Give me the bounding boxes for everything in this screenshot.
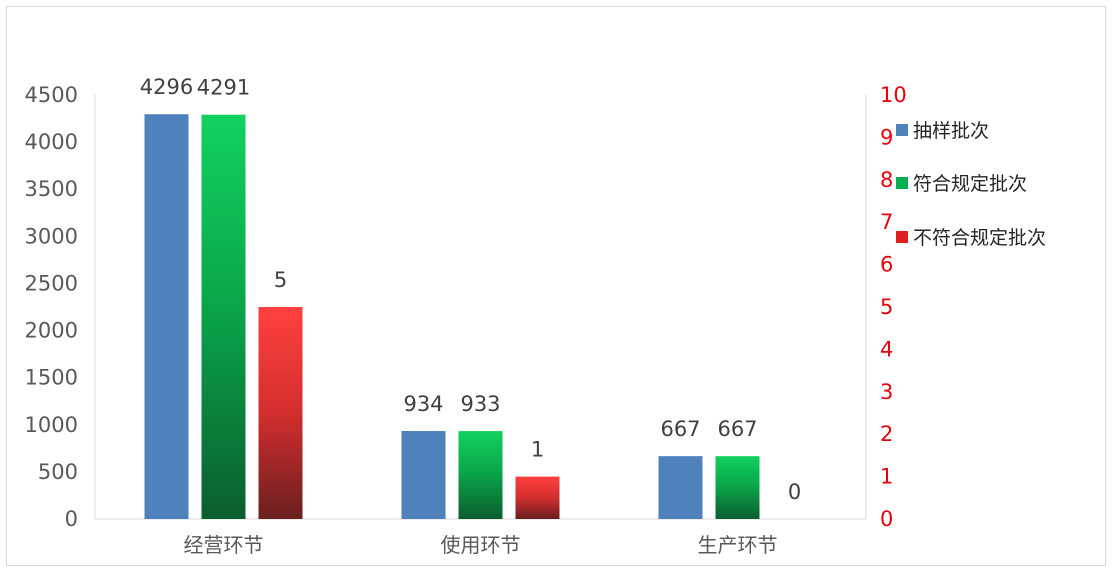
category-label: 生产环节 (698, 533, 778, 557)
data-label: 667 (660, 417, 700, 441)
left-tick-label: 4500 (25, 83, 78, 107)
data-label: 934 (403, 392, 443, 416)
data-label: 933 (460, 392, 500, 416)
legend-swatch (896, 177, 908, 189)
left-axis-ticks: 0 500 1000 1500 2000 2500 3000 3500 4000 4500 (25, 83, 78, 531)
data-label: 5 (274, 268, 287, 292)
data-label: 667 (717, 417, 757, 441)
right-tick-label: 6 (880, 253, 893, 277)
legend-swatch (896, 231, 908, 243)
right-tick-label: 4 (880, 337, 893, 361)
left-tick-label: 3000 (25, 224, 78, 248)
data-label: 4296 (140, 75, 193, 99)
right-tick-label: 0 (880, 507, 893, 531)
legend-swatch (896, 124, 908, 136)
legend-label: 不符合规定批次 (913, 227, 1046, 249)
right-tick-label: 3 (880, 380, 893, 404)
left-tick-label: 4000 (25, 130, 78, 154)
right-tick-label: 7 (880, 210, 893, 234)
left-tick-label: 1000 (25, 413, 78, 437)
left-tick-label: 0 (65, 507, 78, 531)
bar (658, 456, 703, 519)
bar (401, 430, 446, 519)
bar (458, 431, 503, 519)
bar (201, 114, 246, 519)
right-tick-label: 10 (880, 83, 907, 107)
legend-label: 符合规定批次 (913, 173, 1027, 195)
chart-frame (6, 6, 1106, 566)
category-label: 经营环节 (184, 533, 264, 557)
left-tick-label: 3500 (25, 177, 78, 201)
right-tick-label: 5 (880, 295, 893, 319)
bar (715, 456, 760, 519)
data-label: 0 (788, 480, 801, 504)
legend-label: 抽样批次 (913, 120, 989, 142)
category-label: 使用环节 (441, 533, 521, 557)
left-tick-label: 2500 (25, 271, 78, 295)
right-tick-label: 9 (880, 125, 893, 149)
bars (144, 114, 760, 519)
bar (144, 114, 189, 519)
bar (258, 307, 303, 519)
bar (515, 476, 560, 519)
right-axis-ticks: 0 1 2 3 4 5 6 7 8 9 10 (880, 83, 907, 531)
data-label: 1 (531, 438, 544, 462)
right-tick-label: 8 (880, 168, 893, 192)
category-labels: 经营环节 使用环节 生产环节 (184, 533, 778, 557)
data-labels: 4296 4291 5 934 933 1 667 667 0 (140, 75, 801, 504)
data-label: 4291 (197, 76, 250, 100)
left-tick-label: 1500 (25, 366, 78, 390)
left-tick-label: 500 (38, 460, 78, 484)
right-tick-label: 1 (880, 465, 893, 489)
left-tick-label: 2000 (25, 319, 78, 343)
right-tick-label: 2 (880, 422, 893, 446)
